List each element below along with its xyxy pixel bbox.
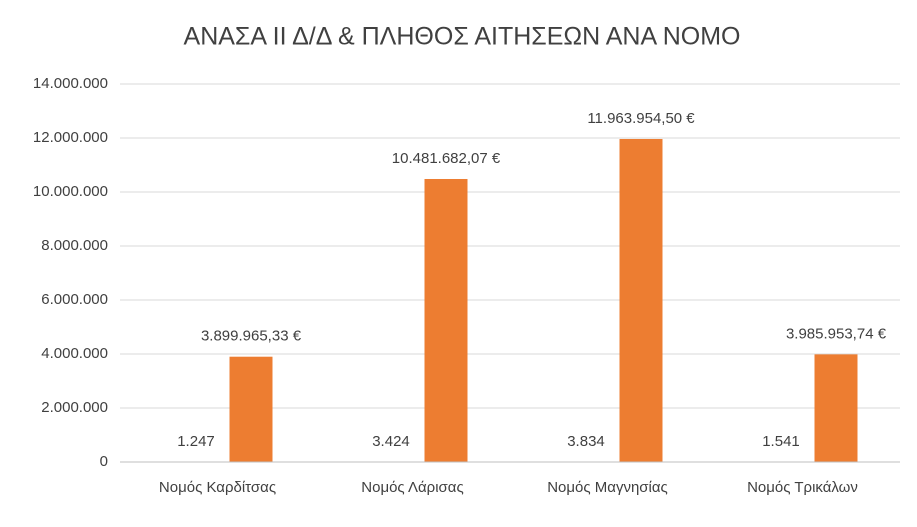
- value-label: 3.834: [567, 433, 605, 450]
- y-tick-label: 0: [100, 453, 108, 470]
- value-label: 3.899.965,33 €: [201, 328, 302, 345]
- x-tick-label: Νομός Καρδίτσας: [159, 479, 276, 496]
- value-label: 3.985.953,74 €: [786, 325, 887, 342]
- value-label: 1.247: [177, 433, 215, 450]
- y-tick-label: 8.000.000: [41, 237, 108, 254]
- y-tick-label: 10.000.000: [33, 183, 108, 200]
- y-tick-label: 6.000.000: [41, 291, 108, 308]
- value-label: 10.481.682,07 €: [392, 150, 501, 167]
- bar: [424, 178, 468, 463]
- x-tick-label: Νομός Μαγνησίας: [547, 479, 668, 496]
- value-label: 11.963.954,50 €: [587, 110, 695, 127]
- bar: [814, 354, 858, 462]
- y-tick-label: 2.000.000: [41, 399, 108, 416]
- y-tick-label: 14.000.000: [33, 75, 108, 92]
- value-label: 3.424: [372, 433, 410, 450]
- chart-title: ΑΝΑΣΑ ΙΙ Δ/Δ & ΠΛΗΘΟΣ ΑΙΤΗΣΕΩΝ ΑΝΑ ΝΟΜΟ: [184, 23, 741, 51]
- x-tick-label: Νομός Τρικάλων: [747, 479, 858, 496]
- x-tick-label: Νομός Λάρισας: [361, 479, 463, 496]
- y-tick-label: 12.000.000: [33, 129, 108, 146]
- bar: [619, 138, 663, 462]
- y-tick-label: 4.000.000: [41, 345, 108, 362]
- bar: [229, 356, 273, 462]
- value-label: 1.541: [762, 433, 800, 450]
